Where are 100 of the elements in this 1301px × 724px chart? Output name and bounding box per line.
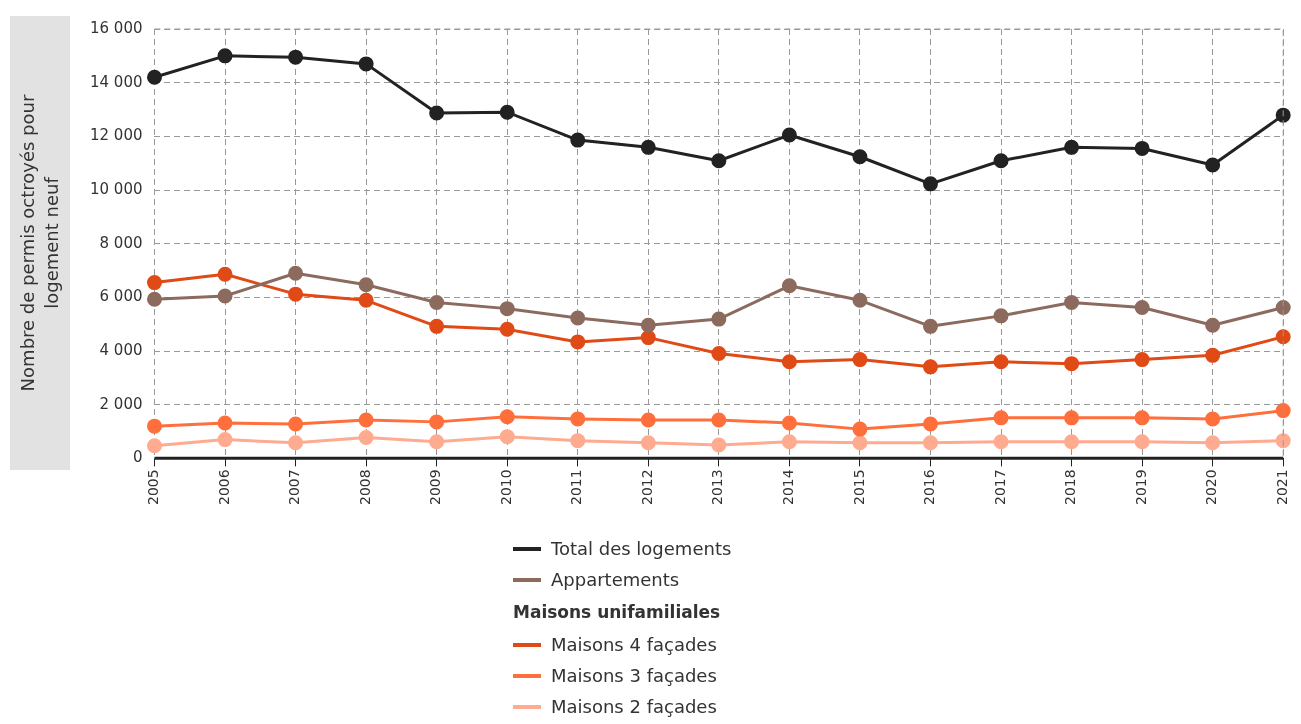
point <box>358 292 374 308</box>
point <box>499 301 515 317</box>
point <box>1134 434 1150 450</box>
x-tick-label: 2020 <box>1203 469 1220 506</box>
point <box>288 435 304 451</box>
legend-title: Maisons unifamiliales <box>513 601 722 624</box>
point <box>499 409 515 425</box>
point <box>781 127 797 143</box>
point <box>640 412 656 428</box>
point <box>781 415 797 431</box>
point <box>1205 435 1221 451</box>
point <box>993 434 1009 450</box>
point <box>640 330 656 346</box>
point <box>852 149 868 165</box>
y-tick-label: 0 <box>132 448 143 467</box>
y-tick-label: 16 000 <box>89 18 143 37</box>
point <box>1205 317 1221 333</box>
x-tick-label: 2009 <box>427 469 444 506</box>
point <box>288 265 304 281</box>
point <box>1205 411 1221 427</box>
point <box>711 153 727 169</box>
point <box>217 415 233 431</box>
point <box>1134 352 1150 368</box>
point <box>1275 433 1291 449</box>
point <box>570 433 586 449</box>
point <box>358 56 374 72</box>
point <box>429 294 445 310</box>
point <box>288 416 304 432</box>
point <box>429 318 445 334</box>
y-tick-label: 8 000 <box>99 233 143 252</box>
point <box>922 318 938 334</box>
point <box>711 412 727 428</box>
point <box>358 412 374 428</box>
x-tick-label: 2014 <box>780 469 797 506</box>
x-tick-label: 2008 <box>356 469 373 506</box>
x-tick-label: 2010 <box>497 469 514 506</box>
x-tick-label: 2005 <box>145 469 162 506</box>
point <box>852 292 868 308</box>
point <box>1275 403 1291 419</box>
point <box>146 291 162 307</box>
x-tick-label: 2007 <box>286 469 303 506</box>
point <box>1134 140 1150 156</box>
point <box>781 434 797 450</box>
point <box>499 429 515 445</box>
point <box>146 69 162 85</box>
point <box>1275 300 1291 316</box>
x-tick-label: 2019 <box>1132 469 1149 506</box>
point <box>852 352 868 368</box>
point <box>781 354 797 370</box>
x-tick-label: 2012 <box>638 469 655 506</box>
legend-label: Maisons 4 façades <box>551 634 717 655</box>
point <box>711 345 727 361</box>
point <box>429 105 445 121</box>
y-axis-title: Nombre de permis octroyés pour logement neuf <box>16 93 63 394</box>
point <box>711 437 727 453</box>
y-tick-label: 14 000 <box>89 72 143 91</box>
point <box>499 321 515 337</box>
point <box>1064 294 1080 310</box>
point <box>1064 139 1080 155</box>
legend-label: Maisons 3 façades <box>551 665 717 686</box>
x-tick-label: 2006 <box>215 469 232 506</box>
y-tick-label: 4 000 <box>99 340 143 359</box>
point <box>358 277 374 293</box>
y-tick-label: 2 000 <box>99 394 143 413</box>
point <box>1134 410 1150 426</box>
point <box>922 435 938 451</box>
x-tick-label: 2013 <box>709 469 726 506</box>
point <box>1064 434 1080 450</box>
point <box>640 139 656 155</box>
point <box>288 286 304 302</box>
point <box>922 416 938 432</box>
point <box>429 434 445 450</box>
point <box>570 411 586 427</box>
point <box>499 104 515 120</box>
point <box>781 278 797 294</box>
legend-label: Total des logements <box>551 538 732 559</box>
point <box>146 418 162 434</box>
point <box>1205 157 1221 173</box>
y-tick-label: 6 000 <box>99 287 143 306</box>
point <box>993 308 1009 324</box>
x-tick-label: 2016 <box>921 469 938 506</box>
point <box>993 153 1009 169</box>
point <box>570 132 586 148</box>
point <box>217 48 233 64</box>
legend-label: Appartements <box>551 569 680 590</box>
point <box>217 432 233 448</box>
point <box>993 410 1009 426</box>
x-tick-label: 2018 <box>1062 469 1079 506</box>
point <box>570 334 586 350</box>
x-tick-label: 2015 <box>850 469 867 506</box>
x-tick-label: 2017 <box>991 469 1008 506</box>
point <box>711 311 727 327</box>
point <box>993 354 1009 370</box>
x-tick-label: 2011 <box>568 469 585 506</box>
point <box>852 421 868 437</box>
point <box>146 275 162 291</box>
x-tick-label: 2021 <box>1273 469 1290 506</box>
point <box>288 49 304 65</box>
point <box>1275 329 1291 345</box>
point <box>1064 410 1080 426</box>
